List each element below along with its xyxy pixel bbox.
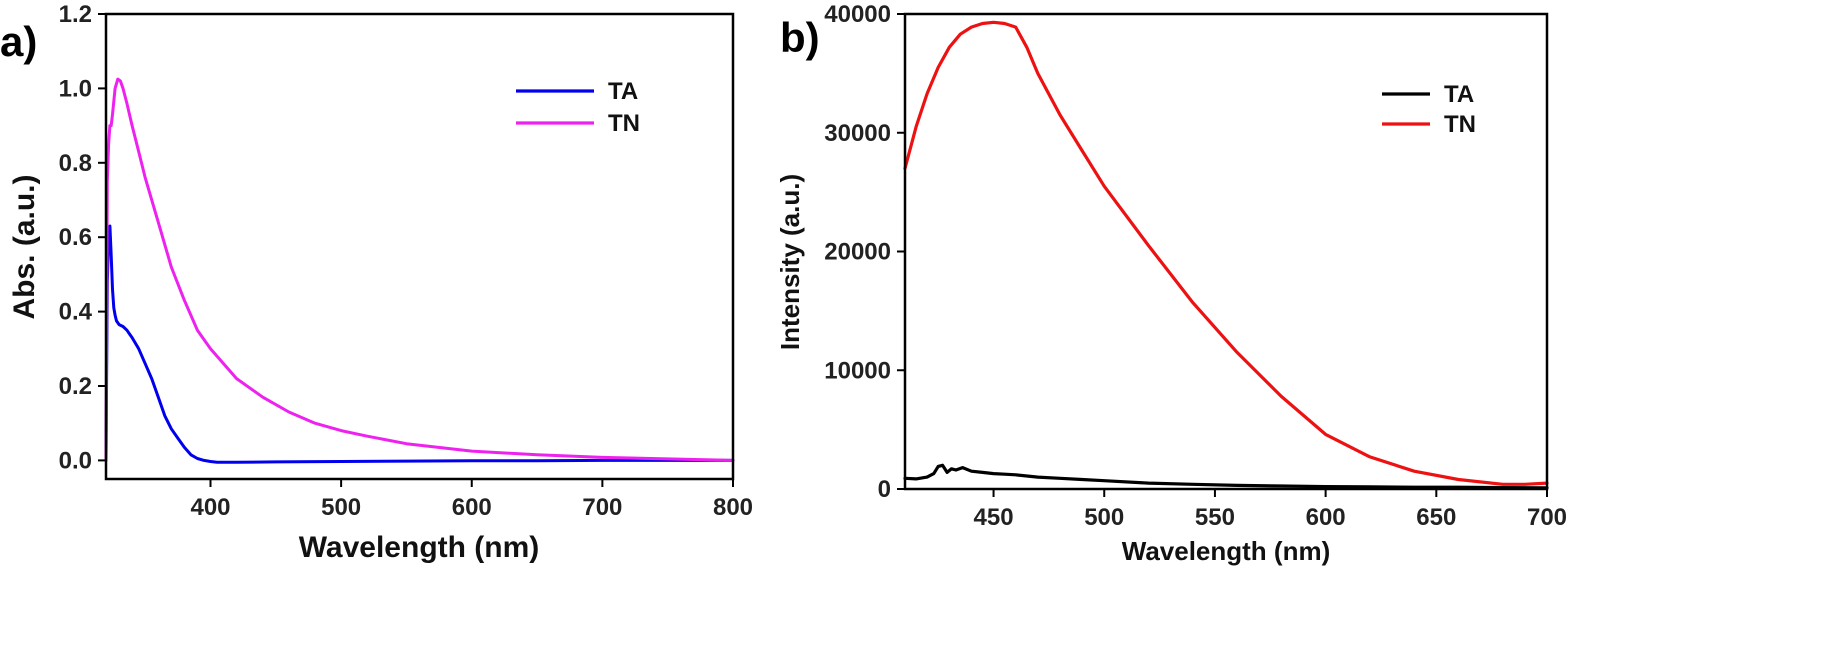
series-line-tn (903, 20, 1549, 486)
y-tick-label: 0.6 (59, 224, 92, 251)
panel-label: b) (780, 14, 820, 61)
y-tick-label: 20000 (824, 239, 891, 266)
series-line-tn (104, 77, 735, 462)
x-tick-label: 700 (1527, 504, 1567, 531)
series-line-ta (104, 224, 735, 464)
y-axis-title: Abs. (a.u.) (8, 174, 41, 319)
y-axis-title: Intensity (a.u.) (775, 174, 805, 350)
x-tick-label: 700 (582, 494, 622, 521)
x-tick-label: 500 (321, 494, 361, 521)
x-tick-label: 450 (974, 504, 1014, 531)
legend-label-tn: TN (1444, 111, 1476, 138)
x-tick-label: 400 (190, 494, 230, 521)
panel-b-emission-chart: 450 500 550 600 650 700 0 10000 20000 30000 40000 W… (775, 1, 1567, 566)
legend-label-ta: TA (608, 78, 638, 105)
x-tick-label: 600 (452, 494, 492, 521)
panel-label: a) (0, 18, 37, 65)
y-tick-label: 0 (878, 476, 891, 503)
y-tick-label: 1.2 (59, 1, 92, 28)
y-tick-label: 10000 (824, 357, 891, 384)
x-tick-label: 650 (1416, 504, 1456, 531)
x-tick-label: 800 (713, 494, 753, 521)
legend-label-tn: TN (608, 110, 640, 137)
x-tick-label: 500 (1084, 504, 1124, 531)
y-tick-label: 40000 (824, 1, 891, 28)
y-tick-label: 0.8 (59, 150, 92, 177)
x-axis-title: Wavelength (nm) (1122, 536, 1330, 566)
y-tick-label: 0.0 (59, 447, 92, 474)
x-tick-label: 600 (1306, 504, 1346, 531)
y-tick-label: 1.0 (59, 75, 92, 102)
x-axis-title: Wavelength (nm) (299, 531, 540, 564)
y-tick-label: 30000 (824, 120, 891, 147)
panel-a-absorption-chart: 400 500 600 700 800 0.0 0.2 0.4 0.6 0.8 1.0 1.2 Wave… (0, 1, 753, 564)
plot-frame (104, 12, 735, 481)
legend-label-ta: TA (1444, 81, 1474, 108)
x-tick-label: 550 (1195, 504, 1235, 531)
y-tick-label: 0.4 (59, 299, 93, 326)
series-line-ta (903, 463, 1549, 490)
y-tick-label: 0.2 (59, 373, 92, 400)
